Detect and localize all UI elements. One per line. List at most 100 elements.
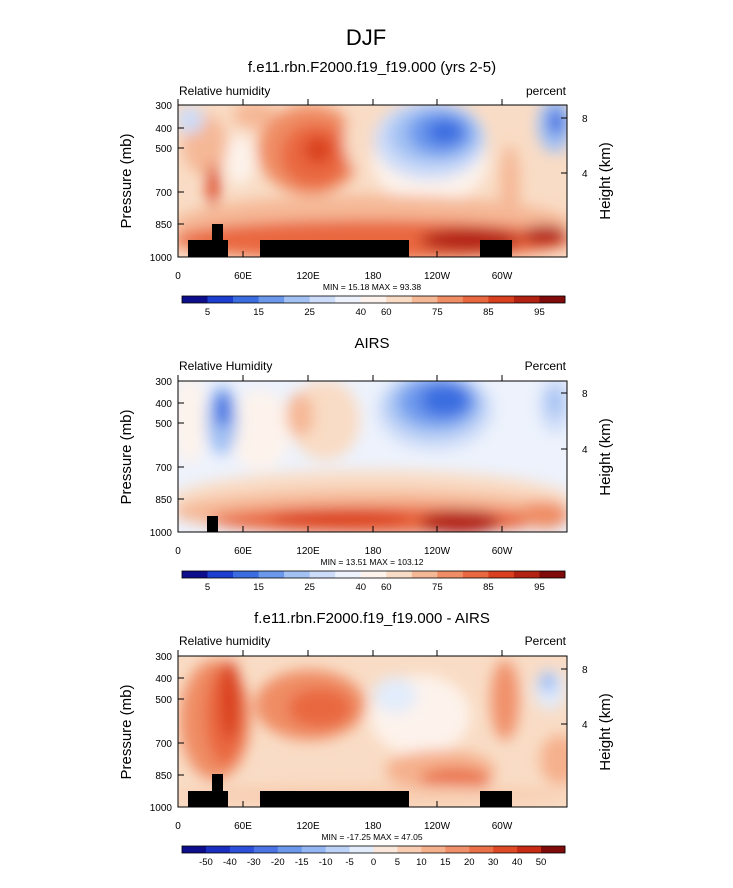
colorbar-frame (181, 570, 566, 579)
y-right-tick-label: 8 (582, 665, 588, 676)
colorbar-swatch (325, 846, 350, 853)
y-tick-label: 300 (155, 101, 172, 112)
colorbar-swatch (360, 571, 387, 578)
x-tick-label: 120W (424, 271, 451, 282)
y-axis-left: 300 400 500 700 850 1000 Pressure (mb) (118, 652, 184, 814)
y-tick-label: 1000 (150, 528, 173, 539)
colorbar-label: 5 (205, 307, 210, 318)
colorbar: 5 15 25 40 60 75 85 95 (181, 570, 566, 593)
colorbar-label: -30 (247, 857, 261, 868)
x-tick-label: 0 (175, 546, 181, 557)
y-tick-label: 300 (155, 377, 172, 388)
panel-difference: f.e11.rbn.F2000.f19_f19.000 - AIRS Relat… (118, 610, 614, 868)
x-tick-label: 120E (296, 821, 320, 832)
x-tick-label: 60E (234, 546, 252, 557)
colorbar-label: 50 (536, 857, 547, 868)
colorbar-frame (181, 295, 566, 304)
colorbar-label: 25 (304, 582, 315, 593)
colorbar-swatch (488, 571, 515, 578)
left-label: Relative humidity (179, 84, 270, 98)
topography (188, 224, 512, 257)
colorbar-label: 85 (483, 582, 494, 593)
colorbar-label: 15 (253, 307, 264, 318)
figure-title: DJF (346, 25, 386, 50)
colorbar-swatch (284, 571, 311, 578)
left-label: Relative Humidity (179, 359, 272, 373)
colorbar-swatch (277, 846, 303, 853)
colorbar-label: 5 (395, 857, 400, 868)
colorbar-swatch (539, 571, 566, 578)
y-tick-label: 1000 (150, 253, 173, 264)
colorbar-label: 25 (304, 307, 315, 318)
panel-model: f.e11.rbn.F2000.f19_f19.000 (yrs 2-5) Re… (118, 59, 614, 318)
y-right-tick-label: 4 (582, 720, 588, 731)
y-tick-label: 300 (155, 652, 172, 663)
panel-title: AIRS (354, 335, 389, 352)
colorbar-swatch (182, 296, 208, 303)
panel-title: f.e11.rbn.F2000.f19_f19.000 - AIRS (254, 610, 490, 627)
x-tick-label: 60W (492, 271, 513, 282)
y-tick-label: 700 (155, 739, 172, 750)
colorbar-label: 40 (355, 582, 366, 593)
x-tick-label: 60E (234, 821, 252, 832)
y-right-tick-label: 8 (582, 114, 588, 125)
y-axis-right: 8 4 Height (km) (561, 665, 614, 771)
y-axis-right: 8 4 Height (km) (561, 114, 614, 220)
colorbar-label: 40 (355, 307, 366, 318)
y-axis-left: 300 400 500 700 850 1000 Pressure (mb) (118, 377, 184, 539)
colorbar-label: 95 (534, 582, 545, 593)
x-tick-label: 120W (424, 821, 451, 832)
colorbar-swatch (386, 296, 413, 303)
y-tick-label: 400 (155, 674, 172, 685)
right-label: Percent (525, 634, 567, 648)
y-tick-label: 850 (155, 220, 172, 231)
colorbar-swatch (469, 846, 494, 853)
y-axis-left: 300 400 500 700 850 1000 Pressure (mb) (118, 101, 184, 264)
colorbar-label: 10 (416, 857, 427, 868)
colorbar-label: -20 (271, 857, 285, 868)
x-tick-label: 180 (365, 546, 382, 557)
colorbar-swatch (493, 846, 518, 853)
colorbar-swatch (488, 296, 515, 303)
left-label: Relative humidity (179, 634, 270, 648)
x-axis: 0 60E 120E 180 120W 60W (175, 650, 513, 832)
y-tick-label: 700 (155, 463, 172, 474)
colorbar-swatch (513, 296, 540, 303)
colorbar-swatch (233, 296, 259, 303)
colorbar-label: 95 (534, 307, 545, 318)
colorbar-swatch (233, 571, 259, 578)
y-tick-label: 850 (155, 771, 172, 782)
colorbar-swatch (182, 571, 208, 578)
colorbar-swatch (462, 296, 489, 303)
colorbar-swatch (229, 846, 255, 853)
colorbar-swatch (462, 571, 489, 578)
colorbar-swatch (437, 296, 464, 303)
colorbar-label: 15 (253, 582, 264, 593)
y-axis-title: Pressure (mb) (118, 133, 135, 228)
y-tick-label: 850 (155, 495, 172, 506)
y-right-axis-title: Height (km) (597, 418, 614, 496)
colorbar-swatch (411, 571, 438, 578)
colorbar-swatch (373, 846, 398, 853)
colorbar-label: 15 (440, 857, 451, 868)
colorbar-swatch (386, 571, 413, 578)
colorbar-label: 85 (483, 307, 494, 318)
y-right-axis-title: Height (km) (597, 693, 614, 771)
colorbar-swatch (207, 296, 234, 303)
y-tick-label: 500 (155, 144, 172, 155)
x-tick-label: 0 (175, 271, 181, 282)
x-tick-label: 60E (234, 271, 252, 282)
x-tick-label: 120E (296, 546, 320, 557)
colorbar-swatch (335, 296, 362, 303)
contour-field (178, 105, 567, 257)
y-right-axis-title: Height (km) (597, 142, 614, 220)
colorbar-swatch (207, 571, 234, 578)
colorbar-label: 75 (432, 582, 443, 593)
topography (207, 516, 218, 532)
y-tick-label: 1000 (150, 803, 173, 814)
colorbar-label: -15 (295, 857, 309, 868)
colorbar-swatch (309, 571, 336, 578)
colorbar-swatch (182, 846, 207, 853)
x-tick-label: 60W (492, 546, 513, 557)
